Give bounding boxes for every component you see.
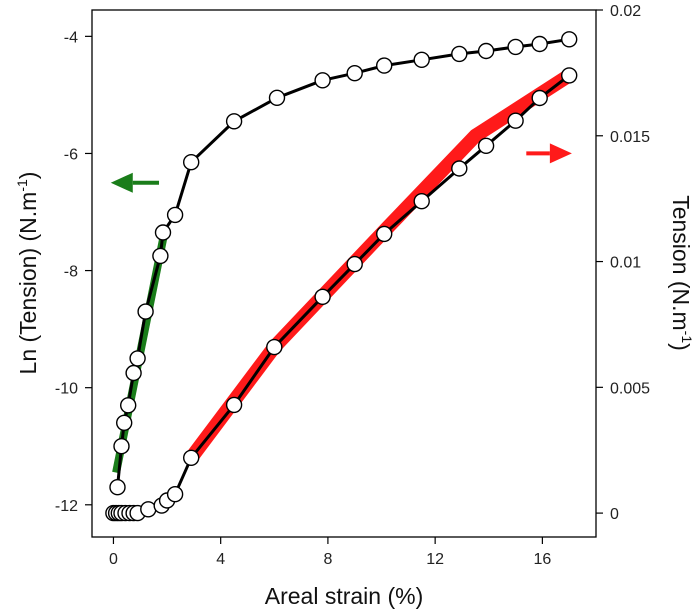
y-left-title-close: ): [15, 172, 41, 180]
x-tick-label: 12: [426, 551, 444, 568]
x-tick-label: 0: [109, 551, 118, 568]
ln-tension-point: [166, 206, 184, 224]
y-right-title-sup: -1: [679, 331, 695, 344]
y-right-tick-label: 0.02: [610, 3, 641, 20]
ln-tension-point: [182, 153, 200, 171]
red-arrow-right: [526, 143, 572, 164]
ln-tension-point: [137, 303, 154, 320]
x-tick-label: 4: [216, 551, 225, 568]
ln-tension-point: [129, 350, 146, 367]
tension-point: [140, 501, 157, 518]
ln-tension-point: [109, 479, 126, 496]
tension-point: [166, 486, 184, 503]
y-left-tick-label: -6: [64, 146, 78, 163]
tension-point: [266, 338, 283, 356]
y-left-title-sup: -1: [14, 179, 30, 192]
tension-point: [182, 449, 200, 466]
tension-point: [314, 288, 331, 305]
y-left-tick-label: -8: [64, 264, 78, 281]
y-left-title-base: Ln (Tension) (N.m: [15, 192, 41, 375]
ln-tension-point: [376, 57, 393, 74]
green-arrow-left-head: [110, 172, 133, 193]
x-axis-ticks: 0 4 8 12 16: [109, 537, 551, 568]
tension-point: [376, 225, 393, 243]
ln-tension-point: [561, 31, 578, 48]
ln-tension-point: [115, 414, 133, 431]
ln-tension-point: [477, 42, 495, 60]
y-right-title-close: ): [668, 343, 694, 351]
ln-tension-line: [116, 37, 570, 488]
y-right-tick-label: 0: [610, 506, 619, 523]
tension-point: [477, 137, 495, 155]
tension-point: [507, 112, 524, 129]
arrows: [110, 143, 572, 193]
y-right-axis-title: Tension (N.m-1): [668, 195, 695, 351]
plot-frame: [91, 9, 597, 538]
y-right-tick-label: 0.01: [610, 255, 641, 272]
red-fit: [185, 69, 573, 463]
x-axis-title: Areal strain (%): [265, 583, 423, 609]
y-right-title-base: Tension (N.m: [668, 195, 694, 330]
ln-tension-point: [113, 438, 130, 455]
red-arrow-right-head: [549, 143, 572, 164]
y-left-tick-label: -4: [64, 29, 78, 46]
tension-point: [531, 89, 548, 107]
ln-tension-point: [413, 51, 430, 68]
y-right-tick-label: 0.015: [610, 129, 650, 146]
y-left-tick-label: -12: [55, 498, 78, 515]
tension-point: [413, 192, 430, 210]
ln-tension-point: [154, 224, 172, 241]
x-tick-label: 16: [533, 551, 551, 568]
ln-tension-point: [152, 247, 169, 265]
green-arrow-left: [110, 172, 160, 193]
tension-line: [113, 74, 571, 515]
tension-point: [451, 160, 468, 177]
y-left-axis-ticks: -12 -10 -8 -6 -4: [55, 29, 92, 515]
ln-tension-point: [346, 64, 363, 82]
ln-tension-point: [531, 35, 548, 53]
ln-tension-point: [451, 45, 468, 63]
y-left-axis-title: Ln (Tension) (N.m-1): [14, 172, 41, 375]
tension-point: [346, 255, 363, 273]
series-lines: [113, 37, 571, 515]
data-points: [105, 31, 578, 522]
tension-point: [561, 67, 578, 84]
ln-tension-point: [225, 113, 243, 130]
fit-lines: [112, 69, 573, 474]
y-left-tick-label: -10: [55, 381, 78, 398]
ln-tension-point: [125, 364, 142, 382]
ln-tension-point: [314, 72, 331, 89]
y-right-tick-label: 0.005: [610, 380, 650, 397]
y-right-axis-ticks: 0 0.005 0.01 0.015 0.02: [596, 3, 650, 523]
x-tick-label: 8: [323, 551, 332, 568]
ln-tension-point: [268, 89, 286, 107]
ln-tension-point: [119, 397, 137, 414]
ln-tension-point: [507, 38, 524, 56]
tension-point: [225, 396, 243, 414]
